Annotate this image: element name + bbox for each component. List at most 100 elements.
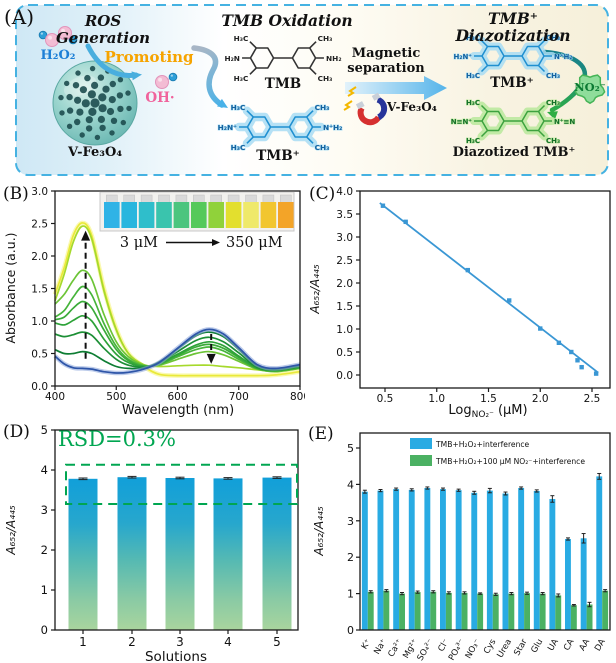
interference-bar — [492, 594, 499, 630]
svg-text:H₃C: H₃C — [466, 72, 480, 80]
svg-text:3.0: 3.0 — [336, 232, 353, 244]
molecule-substituent: N⁺H₂ — [323, 123, 342, 132]
svg-text:CH₃: CH₃ — [546, 34, 560, 42]
x-axis-label: LogNO₂⁻ (μM) — [448, 403, 527, 420]
category-label: CA — [562, 637, 577, 652]
svg-text:1.0: 1.0 — [31, 316, 48, 328]
x-axis-label: Wavelength (nm) — [122, 403, 234, 418]
data-point — [556, 340, 562, 345]
data-point — [465, 267, 470, 273]
interference-bar — [555, 595, 562, 630]
category-label: DA — [593, 637, 608, 653]
tmb-structure: H₃C H₂N H₃C CH₃ NH₂ CH₃ — [224, 34, 341, 83]
data-point — [538, 326, 543, 331]
y-axis-label: Absorbance (a.u.) — [3, 232, 18, 343]
solution-bar — [117, 477, 147, 630]
magnetic-separation-arrow — [345, 76, 447, 100]
svg-text:3.0: 3.0 — [31, 186, 48, 198]
spectra-series — [52, 220, 301, 378]
svg-text:N⁺≡N: N⁺≡N — [554, 118, 575, 126]
tmb-plus-label-mid: TMB⁺ — [256, 148, 300, 164]
magnet-icon — [355, 92, 388, 126]
hydroxyl-molecule — [155, 72, 178, 89]
data-point — [507, 298, 512, 303]
category-label: PO₄³⁻ — [447, 638, 467, 663]
interference-bar — [445, 592, 452, 630]
svg-text:3.5: 3.5 — [336, 209, 353, 221]
molecule-substituent: H₃C — [466, 137, 480, 145]
legend-label: TMB+H₂O₂+100 μM NO₂⁻+interference — [435, 457, 585, 466]
category-label: Urea — [495, 638, 514, 660]
interference-bar — [586, 604, 593, 630]
spark-icon — [343, 100, 353, 111]
vial — [243, 202, 259, 228]
interference-bar — [602, 590, 609, 630]
tmb-oxidation-title: TMB Oxidation — [221, 11, 353, 30]
svg-text:2: 2 — [41, 543, 48, 557]
svg-text:0.0: 0.0 — [31, 381, 48, 393]
category-label: Glu — [529, 638, 545, 655]
vial — [104, 202, 120, 228]
selectivity-bar-chart: K⁺Na⁺Ca²⁺Mg²⁺SO₄²⁻ Cl⁻PO₄³⁻NO₃⁻ CysUreaSta… — [312, 432, 611, 663]
interference-bar — [377, 490, 384, 630]
solution-bar — [68, 478, 98, 630]
molecule-substituent: H₂N⁺ — [218, 123, 237, 132]
tmb-label: TMB — [264, 76, 302, 92]
svg-text:3: 3 — [347, 515, 354, 528]
panel-a-canvas: H₃CH₂NH₃CCH₃NH₂CH₃H₃CH₃CH₃CH₂N⁺H₂N⁺H₂N⁺H… — [15, 4, 609, 176]
svg-text:CH₃: CH₃ — [546, 99, 560, 107]
panel-b-label: (B) — [3, 184, 29, 204]
tmb-plus-label-right: TMB⁺ — [490, 75, 534, 91]
svg-text:1.5: 1.5 — [336, 301, 353, 313]
molecule-substituent: H₃C — [231, 143, 246, 152]
molecule-substituent: H₃C — [231, 103, 246, 112]
x-axis-label: Solutions — [145, 649, 207, 663]
category-label: NO₃⁻ — [464, 638, 483, 661]
svg-text:500: 500 — [106, 391, 126, 403]
diazotized-tmb-label: Diazotized TMB⁺ — [452, 145, 576, 160]
molecule-substituent: H₃C — [466, 99, 480, 107]
molecule-substituent: H₃C — [466, 72, 480, 80]
interference-bar — [414, 592, 421, 630]
svg-text:0.5: 0.5 — [377, 393, 394, 405]
svg-text:5: 5 — [347, 442, 354, 455]
molecule-substituent: H₂N⁺ — [454, 53, 473, 61]
y-axis-label: A₆₅₂/A₄₄₅ — [4, 505, 18, 556]
absorbance-spectra-chart: 0.0 0.5 1.0 1.5 2.0 2.5 3.0 400 500 600 700 800 Wave… — [3, 186, 305, 418]
category-label: SO₄²⁻ — [416, 638, 436, 663]
tmb-diazotization-title: TMB⁺ Diazotization — [455, 9, 571, 46]
svg-text:H₃C: H₃C — [466, 34, 480, 42]
panel-a-dashed-border — [15, 4, 609, 176]
plot-frame — [54, 429, 299, 631]
panel-d-label: (D) — [3, 422, 30, 442]
data-point — [575, 358, 580, 363]
svg-text:5: 5 — [41, 423, 48, 437]
svg-text:2.5: 2.5 — [584, 393, 601, 405]
catalyst-label-left: V-Fe₃O₄ — [67, 145, 123, 160]
hydroxyl-radical-label: OH· — [145, 90, 175, 106]
molecule-substituent: NH₂ — [326, 54, 341, 63]
vial — [156, 202, 172, 228]
svg-text:2: 2 — [347, 551, 354, 564]
spectrum-curve — [54, 222, 301, 377]
svg-text:800: 800 — [290, 391, 305, 403]
molecule-substituent: CH₃ — [315, 103, 330, 112]
tmb-plus-structure: H₃CH₃CH₃CH₂N⁺H₂N⁺H₂N⁺H₃CH₃CH₃CCH₃CH₃CH₃N… — [217, 103, 343, 153]
y-axis-label: A₆₅₂/A₄₄₅ — [308, 264, 322, 315]
svg-text:H₃C: H₃C — [466, 99, 480, 107]
interference-bar — [533, 491, 540, 630]
svg-text:2.5: 2.5 — [336, 255, 353, 267]
interference-bar — [539, 593, 546, 630]
interference-bar — [502, 493, 509, 630]
svg-text:CH₃: CH₃ — [315, 143, 330, 152]
legend-swatch — [410, 455, 432, 466]
svg-text:H₃C: H₃C — [231, 143, 246, 152]
molecule-substituent: CH₃ — [318, 34, 333, 43]
molecule-substituent: N⁺H₂ — [554, 53, 572, 61]
svg-text:2.0: 2.0 — [31, 251, 48, 263]
molecule-substituent: N⁺≡N — [554, 118, 575, 126]
legend-swatch — [410, 438, 432, 449]
spark-icon — [347, 86, 357, 97]
molecule-substituent: H₃C — [231, 143, 246, 152]
molecule-substituent: CH₃ — [546, 137, 560, 145]
